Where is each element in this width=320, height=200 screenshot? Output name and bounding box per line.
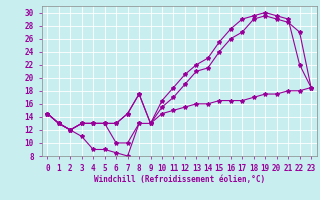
- X-axis label: Windchill (Refroidissement éolien,°C): Windchill (Refroidissement éolien,°C): [94, 175, 265, 184]
